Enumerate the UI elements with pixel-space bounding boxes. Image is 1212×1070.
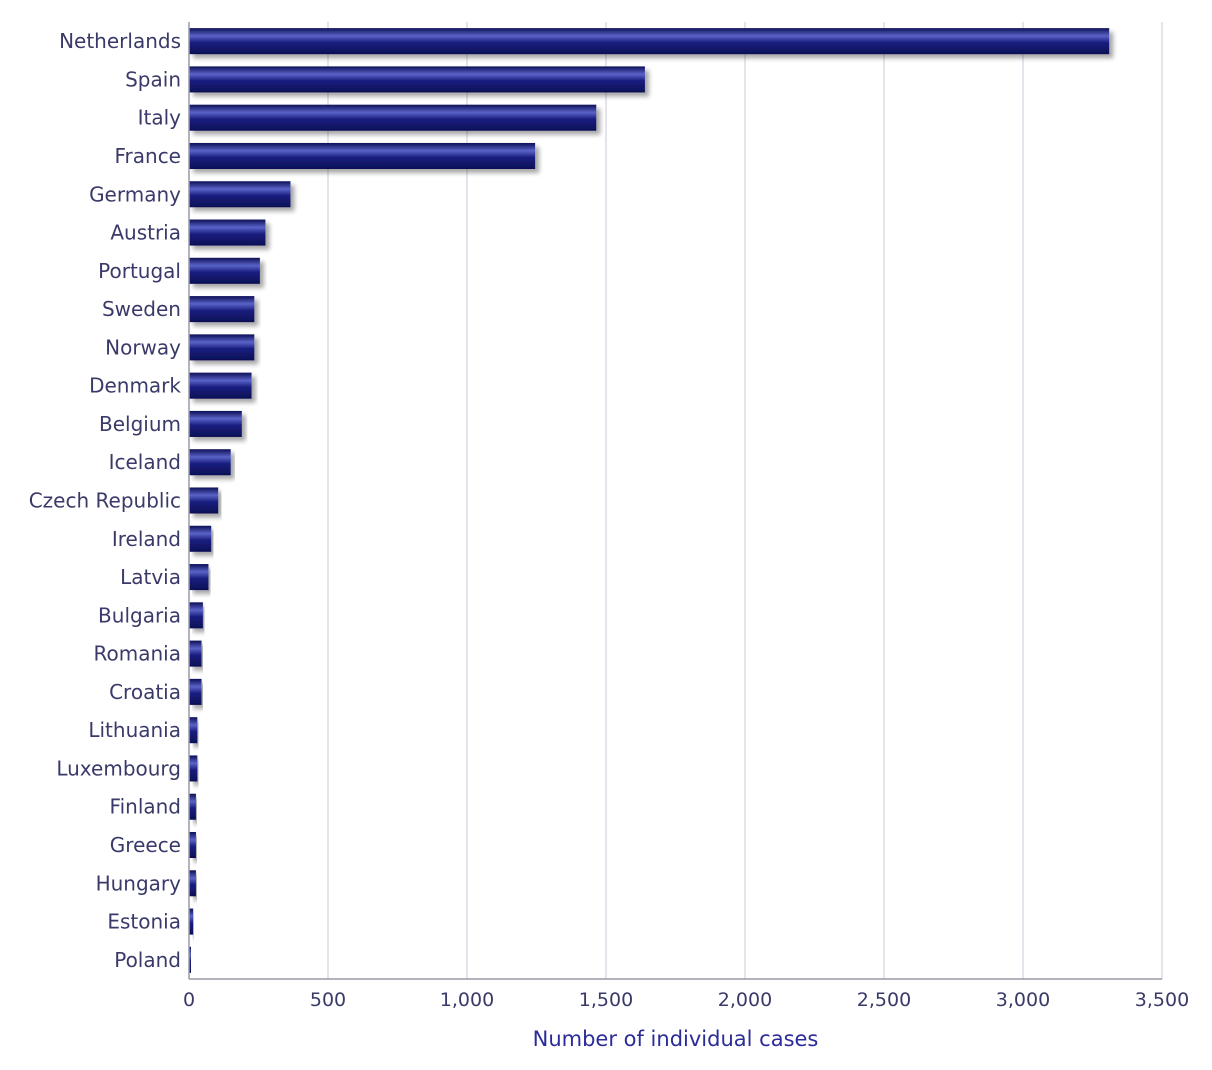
bar-norway: [189, 334, 255, 361]
x-tick-label: 3,000: [996, 989, 1050, 1011]
x-tick-label: 1,000: [440, 989, 494, 1011]
bar-belgium: [189, 410, 242, 437]
category-labels: Netherlands Spain Italy France Germany Austri…: [29, 29, 182, 972]
category-label: Hungary: [96, 871, 182, 895]
bar-portugal: [189, 257, 260, 284]
category-label: Poland: [114, 948, 181, 972]
bar-czech-republic: [189, 487, 219, 514]
category-label: Estonia: [107, 910, 181, 934]
bar-ireland: [189, 525, 212, 552]
bar-estonia: [189, 908, 194, 935]
x-tick-label: 3,500: [1135, 989, 1189, 1011]
bar-romania: [189, 640, 202, 667]
bar-bulgaria: [189, 602, 203, 629]
category-label: Ireland: [112, 527, 181, 551]
category-label: Portugal: [98, 259, 181, 283]
bar-latvia: [189, 564, 209, 591]
category-label: Netherlands: [59, 29, 181, 53]
bar-germany: [189, 181, 291, 208]
bar-croatia: [189, 678, 202, 705]
category-label: France: [114, 144, 181, 168]
gridlines: [327, 22, 1163, 979]
category-label: Iceland: [109, 450, 181, 474]
category-label: Czech Republic: [29, 489, 181, 513]
bar-italy: [189, 104, 597, 131]
axes: [188, 22, 1162, 980]
bar-hungary: [189, 870, 196, 897]
category-label: Austria: [110, 221, 181, 245]
category-label: Luxembourg: [56, 756, 181, 780]
bar-lithuania: [189, 717, 198, 744]
bar-sweden: [189, 296, 255, 323]
category-label: Belgium: [99, 412, 181, 436]
bar-spain: [189, 66, 645, 93]
bar-iceland: [189, 449, 231, 476]
bar-poland: [189, 946, 191, 973]
category-label: Finland: [110, 795, 181, 819]
bar-austria: [189, 219, 266, 246]
category-label: Germany: [89, 182, 181, 206]
bars: [189, 28, 1110, 973]
category-label: Croatia: [109, 680, 181, 704]
x-tick-label: 2,000: [718, 989, 772, 1011]
bar-finland: [189, 793, 196, 820]
x-tick-label: 2,500: [857, 989, 911, 1011]
x-tick-label: 1,500: [579, 989, 633, 1011]
bar-france: [189, 142, 536, 169]
category-label: Latvia: [120, 565, 181, 589]
category-label: Sweden: [102, 297, 181, 321]
bar-luxembourg: [189, 755, 198, 782]
category-label: Romania: [94, 642, 181, 666]
x-tick-label: 500: [310, 989, 346, 1011]
category-label: Denmark: [89, 374, 181, 398]
category-label: Bulgaria: [98, 603, 181, 627]
category-label: Greece: [110, 833, 181, 857]
x-tick-label: 0: [183, 989, 195, 1011]
bar-netherlands: [189, 28, 1110, 55]
category-label: Italy: [138, 106, 182, 130]
category-label: Norway: [105, 335, 181, 359]
category-label: Lithuania: [88, 718, 181, 742]
bar-denmark: [189, 372, 252, 399]
x-tick-labels: 0 500 1,000 1,500 2,000 2,500 3,000 3,500: [183, 989, 1189, 1011]
bar-greece: [189, 832, 196, 859]
category-label: Spain: [125, 67, 181, 91]
x-axis-title: Number of individual cases: [533, 1027, 819, 1051]
